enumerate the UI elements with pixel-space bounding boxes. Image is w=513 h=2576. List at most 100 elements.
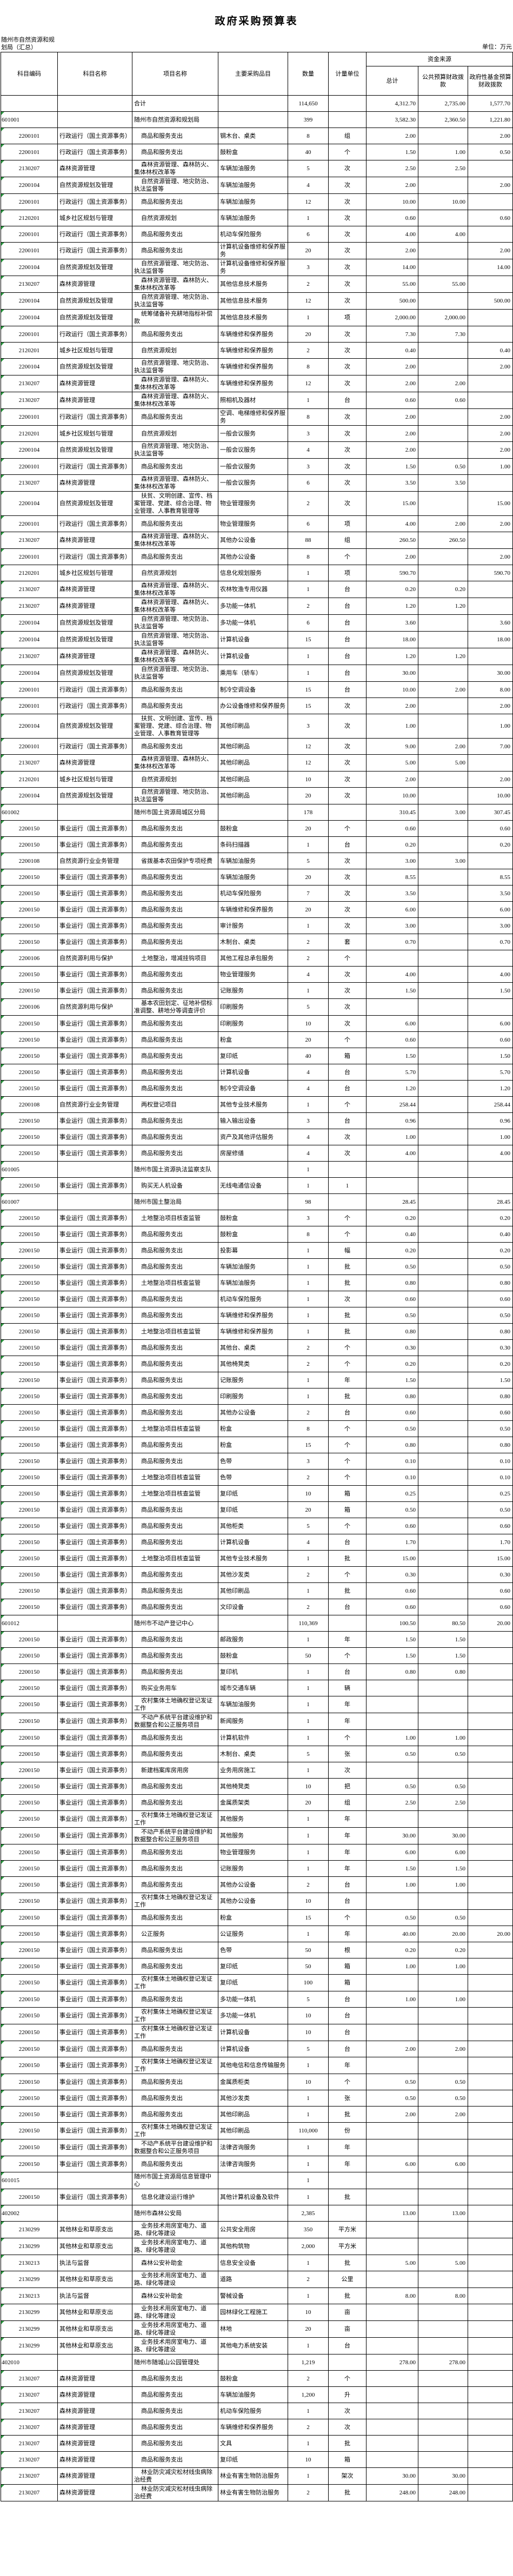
cell-quantity: 6 [288,474,329,492]
cell-project-name: 不动产系统平台建设维护和数据整合和公正服务项目 [132,1713,218,1730]
cell-quantity: 1 [288,2106,329,2123]
cell-total: 1.70 [366,1534,418,1551]
cell-procurement-item: 法律咨询服务 [218,2139,288,2156]
cell-public-budget [418,1274,468,1291]
table-row: 2130207 森林资源管理 森林资源管理、森林防火、集体林权改革等 其他办公设备 88… [1,532,513,549]
cell-total: 10.00 [366,787,418,804]
cell-procurement-item: 计算机设备 [218,631,288,648]
table-row: 2200104 自然资源规划及管理 扶贫、文明创建、宣传、档案管理、党建、综合治理、… [1,491,513,516]
cell-total: 30.00 [366,665,418,682]
cell-gov-fund: 15.00 [467,1550,513,1567]
cell-quantity: 1 [288,1274,329,1291]
cell-total: 0.50 [366,1909,418,1926]
cell-total [366,2221,418,2238]
cell-subject-name [57,1615,132,1632]
cell-gov-fund: 0.60 [467,1031,513,1048]
cell-quantity: 1,219 [288,2354,329,2371]
cell-total: 1.00 [366,1129,418,1145]
cell-public-budget [418,1453,468,1470]
cell-procurement-item: 其他椅凳类 [218,1778,288,1795]
cell-procurement-item: 法律咨询服务 [218,2156,288,2172]
table-row: 2200150 事业运行（国土资源事务） 商品和服务支出 邮政服务 1 年 1.50 1.50 [1,1631,513,1648]
cell-gov-fund: 1.00 [467,714,513,739]
cell-subject-name: 自然资源规划及管理 [57,491,132,516]
table-row: 2120201 城乡社区规划与管理 自然资源规划 其他印刷品 10 次 2.00 2.00 [1,771,513,788]
cell-subject-name: 事业运行（国土资源事务） [57,1501,132,1518]
budget-table-body: 合计 114,650 4,312.70 2,735.00 1,577.70 601001 随… [1,95,513,2501]
table-row: 2200150 事业运行（国土资源事务） 商品和服务支出 记账服务 1 年 1.50 1.50 [1,1860,513,1877]
cell-gov-fund [467,326,513,343]
cell-subject-name: 事业运行（国土资源事务） [57,982,132,999]
table-row: 2200101 行政运行（国土资源事务） 商品和服务支出 办公设备维修和保养服务 15 次… [1,697,513,714]
cell-unit: 公里 [328,2271,367,2288]
cell-public-budget [418,998,468,1016]
cell-public-budget [418,2221,468,2238]
cell-subject-name [57,2172,132,2189]
cell-unit: 次 [328,358,367,375]
table-row: 2200150 事业运行（国土资源事务） 不动产系统平台建设维护和数据整合和公正服务… [1,2139,513,2156]
cell-unit: 套 [328,934,367,950]
cell-subject-code: 2130207 [1,532,58,549]
cell-total: 2.00 [366,548,418,565]
table-row: 2200150 事业运行（国土资源事务） 商品和服务支出 色带 3 个 0.10 0.10 [1,1453,513,1470]
cell-public-budget [418,1291,468,1307]
cell-subject-name: 森林资源管理 [57,2484,132,2501]
cell-project-name: 商品和服务支出 [132,1048,218,1064]
cell-public-budget [418,2403,468,2419]
cell-subject-name: 森林资源管理 [57,2435,132,2452]
cell-public-budget [418,1193,468,1210]
cell-gov-fund [467,1696,513,1713]
cell-unit: 辆 [328,1680,367,1696]
cell-project-name: 森林资源管理、森林防火、集体林权改革等 [132,474,218,492]
cell-public-budget: 2.00 [418,515,468,532]
cell-gov-fund [467,2238,513,2255]
cell-gov-fund [467,2354,513,2371]
cell-gov-fund [467,2221,513,2238]
cell-public-budget: 80.50 [418,1615,468,1632]
cell-total [366,2320,418,2338]
cell-subject-code: 2200150 [1,2024,58,2041]
cell-gov-fund: 0.60 [467,820,513,837]
cell-project-name: 商品和服务支出 [132,1404,218,1421]
cell-quantity: 4 [288,1080,329,1097]
cell-public-budget [418,128,468,144]
table-row: 2200150 事业运行（国土资源事务） 商品和服务支出 其他办公设备 2 台 0.60 0.… [1,1404,513,1421]
cell-project-name: 土地整治项目核查监管 [132,1323,218,1340]
cell-subject-name: 事业运行（国土资源事务） [57,2007,132,2024]
cell-subject-name: 行政运行（国土资源事务） [57,681,132,698]
cell-unit: 台 [328,392,367,409]
cell-public-budget [418,1566,468,1583]
cell-unit: 组 [328,128,367,144]
cell-public-budget [418,242,468,259]
cell-quantity: 1 [288,2057,329,2074]
cell-unit: 台 [328,1534,367,1551]
cell-public-budget [418,1242,468,1259]
cell-procurement-item: 城市交通车辆 [218,1680,288,1696]
cell-gov-fund: 5.70 [467,1064,513,1081]
cell-quantity: 1 [288,648,329,665]
cell-gov-fund: 0.25 [467,1485,513,1502]
cell-quantity: 15 [288,1909,329,1926]
cell-total: 278.00 [366,2354,418,2371]
cell-subject-name: 事业运行（国土资源事务） [57,966,132,983]
cell-procurement-item: 粉盒 [218,1437,288,1453]
cell-subject-code: 2200150 [1,1080,58,1097]
table-row: 2200150 事业运行（国土资源事务） 商品和服务支出 复印纸 50 箱 1.00 1.00 [1,1958,513,1975]
cell-procurement-item: 其他印刷品 [218,738,288,755]
cell-subject-code: 2200150 [1,1680,58,1696]
cell-total: 0.50 [366,1420,418,1437]
cell-procurement-item: 其他印刷品 [218,754,288,772]
table-row: 2200150 事业运行（国土资源事务） 信息化建设运行维护 其他计算机设备及软件 1 批 [1,2189,513,2205]
table-row: 2200150 事业运行（国土资源事务） 商品和服务支出 车辆维修和保养服务 20 次 6.… [1,901,513,918]
cell-project-name: 森林资源管理、森林防火、集体林权改革等 [132,392,218,409]
cell-quantity: 4 [288,1129,329,1145]
cell-gov-fund [467,1844,513,1861]
cell-subject-code [1,95,58,112]
cell-public-budget [418,2271,468,2288]
cell-unit: 台 [328,1404,367,1421]
cell-unit: 台 [328,681,367,698]
cell-total: 2.00 [366,425,418,442]
cell-unit: 次 [328,441,367,459]
table-row: 601005 随州市国土资源执法监察支队 1 [1,1161,513,1178]
cell-total: 0.50 [366,1778,418,1795]
